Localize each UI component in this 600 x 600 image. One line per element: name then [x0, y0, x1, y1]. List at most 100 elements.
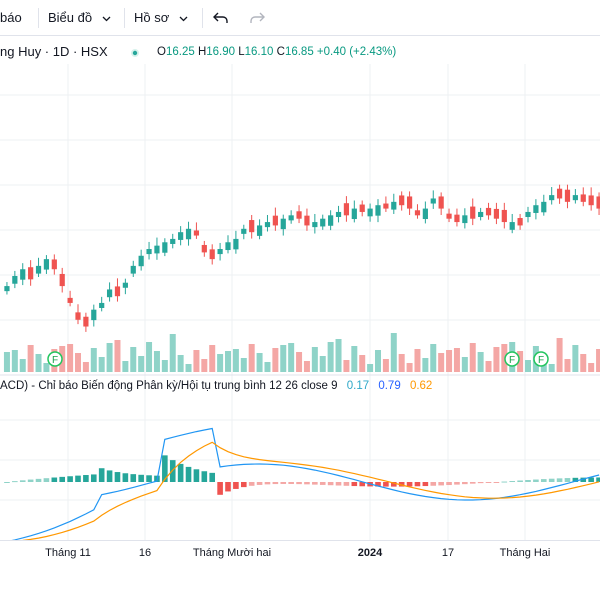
candle-body	[241, 228, 247, 234]
time-axis-tick: Tháng Mười hai	[192, 547, 272, 559]
candle-body	[596, 196, 600, 209]
macd-histogram-bar	[146, 475, 152, 482]
volume-bar	[122, 361, 129, 372]
profile-menu-button[interactable]: Hồ sơ	[134, 0, 188, 36]
volume-bar	[525, 360, 531, 372]
alerts-button[interactable]: báo	[0, 0, 22, 36]
toolbar-divider	[124, 8, 125, 28]
macd-histogram-bar	[501, 481, 508, 483]
signal-line	[21, 441, 600, 540]
volume-bar	[130, 347, 137, 372]
macd-histogram-bar	[272, 482, 279, 485]
macd-histogram-bar	[138, 474, 144, 482]
macd-histogram-bar	[351, 482, 358, 487]
volume-bar	[27, 345, 34, 372]
macd-histogram-bar	[454, 482, 460, 485]
toolbar-divider	[38, 8, 39, 28]
time-axis[interactable]: Tháng 11 16 Tháng Mười hai 2024 17 Tháng…	[0, 540, 600, 600]
macd-histogram-bar	[375, 482, 381, 487]
candle-body	[375, 205, 381, 216]
close-label: C	[276, 46, 285, 58]
macd-histogram-bar	[540, 479, 547, 482]
candle-body	[225, 242, 231, 251]
financials-marker-label: F	[538, 355, 544, 366]
volume-bar	[572, 345, 579, 372]
candle-body	[422, 208, 428, 220]
volume-bar	[272, 348, 279, 372]
volume-bar	[146, 342, 153, 372]
candle-body	[59, 273, 65, 287]
time-axis-tick: Tháng Hai	[499, 547, 551, 559]
candle-body	[430, 198, 436, 204]
volume-bar	[240, 358, 247, 372]
macd-histogram-bar	[383, 482, 389, 487]
chart-menu-button[interactable]: Biểu đồ	[48, 0, 111, 36]
volume-bar	[106, 343, 113, 372]
volume-bar	[588, 363, 595, 372]
redo-icon[interactable]	[248, 9, 266, 27]
time-axis-tick: 17	[441, 547, 455, 559]
volume-bar	[90, 348, 97, 372]
macd-histogram-bar	[477, 482, 484, 484]
macd-histogram-bar	[288, 482, 294, 484]
macd-hist-value: 0.17	[346, 380, 370, 392]
candle-body	[99, 302, 105, 308]
candle-body	[264, 222, 271, 228]
candle-body	[280, 218, 286, 230]
time-axis-tick: 2024	[357, 547, 383, 559]
candle-body	[572, 195, 578, 201]
volume-bar	[382, 359, 389, 372]
macd-histogram-bar	[280, 482, 287, 484]
candle-body	[533, 205, 539, 213]
macd-histogram-bar	[201, 471, 208, 482]
volume-bar	[232, 349, 239, 372]
ohlc-values: O16.25 H16.90 L16.10 C16.85 +0.40 (+2.43…	[157, 46, 396, 58]
candle-body	[320, 218, 326, 227]
macd-line-value: 0.79	[378, 380, 401, 392]
candle-body	[549, 195, 555, 201]
macd-title: ACD) - Chỉ báo Biến động Phân kỳ/Hội tụ …	[0, 380, 338, 392]
candle-body	[4, 286, 10, 292]
volume-bar	[469, 343, 476, 372]
undo-icon[interactable]	[212, 9, 230, 27]
macd-histogram-bar	[319, 482, 326, 485]
macd-histogram-bar	[177, 463, 184, 482]
volume-bar	[264, 362, 271, 372]
volume-bar	[375, 350, 381, 372]
candle-body	[83, 316, 89, 327]
volume-bar	[446, 350, 453, 372]
candle-body	[564, 189, 571, 202]
candle-body	[185, 228, 192, 240]
candle-body	[154, 245, 160, 254]
volume-bar	[225, 351, 231, 372]
macd-histogram-bar	[185, 466, 192, 482]
candle-body	[178, 232, 184, 240]
macd-histogram-bar	[390, 482, 397, 487]
symbol-legend[interactable]: ng Huy · 1D · HSX	[0, 44, 108, 64]
candle-body	[304, 215, 310, 226]
macd-histogram-bar	[493, 482, 500, 483]
macd-histogram-bar	[462, 482, 468, 485]
candle-body	[470, 206, 476, 219]
volume-bar	[11, 350, 18, 372]
candle-body	[51, 259, 57, 270]
volume-bar	[311, 347, 318, 372]
macd-histogram-bar	[304, 482, 310, 485]
candle-body	[383, 203, 389, 209]
candle-body	[391, 201, 397, 210]
candle-body	[193, 230, 200, 236]
candle-body	[256, 225, 263, 236]
volume-bar	[580, 354, 587, 372]
macd-histogram-bar	[525, 479, 531, 482]
alerts-button-label: báo	[0, 10, 22, 25]
macd-histogram-bar	[106, 470, 113, 482]
volume-bar	[453, 348, 460, 372]
volume-bar	[185, 364, 192, 372]
macd-legend[interactable]: ACD) - Chỉ báo Biến động Phân kỳ/Hội tụ …	[0, 380, 432, 392]
candle-body	[272, 215, 278, 226]
volume-bar	[548, 364, 555, 372]
macd-histogram-bar	[83, 475, 89, 482]
candle-body	[28, 267, 34, 280]
candle-body	[170, 238, 176, 244]
